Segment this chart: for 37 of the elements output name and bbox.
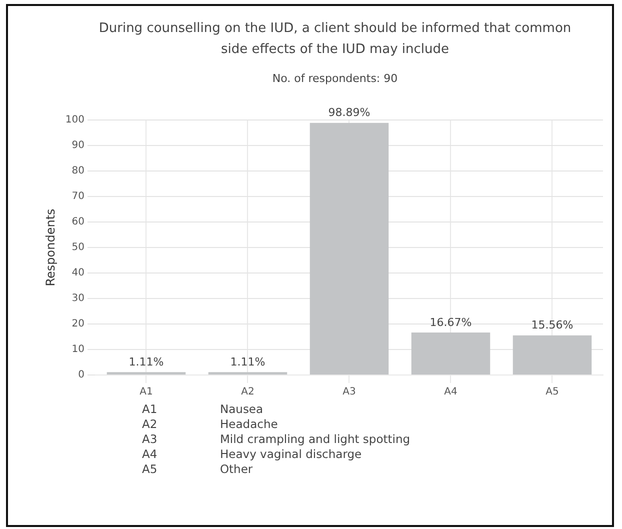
data-label: 1.11% xyxy=(230,356,266,369)
text: A3 xyxy=(142,432,158,447)
text: A1 xyxy=(142,402,158,417)
y-tick-label: 70 xyxy=(72,191,84,202)
y-tick-label: 90 xyxy=(72,140,84,152)
bar xyxy=(512,335,592,374)
text: Mild crampling and light spotting xyxy=(220,432,410,447)
data-label: 15.56% xyxy=(531,318,574,332)
data-label: 16.67% xyxy=(430,316,472,329)
y-tick-label: 100 xyxy=(65,114,84,126)
y-axis-title: Respondents xyxy=(43,208,58,286)
y-tick-label: 80 xyxy=(72,166,84,177)
text: Heavy vaginal discharge xyxy=(220,447,363,462)
y-tick-label: 20 xyxy=(72,318,84,330)
text: A2 xyxy=(142,417,158,432)
text: Headache xyxy=(220,417,279,432)
bar xyxy=(411,332,490,374)
text: A4 xyxy=(142,447,158,462)
text: A5 xyxy=(142,462,158,477)
chart-subtitle: No. of respondents: 90 xyxy=(271,72,399,85)
text: Other xyxy=(220,462,254,477)
x-tick-label: A3 xyxy=(342,386,356,398)
x-tick-label: A2 xyxy=(241,386,254,398)
y-tick-label: 10 xyxy=(72,344,84,356)
data-label: 1.11% xyxy=(128,356,164,369)
y-tick-label: 0 xyxy=(78,370,84,381)
x-tick-label: A1 xyxy=(140,386,153,398)
chart-title: During counselling on the IUD, a client should be informed that common side effects of the IUD may include xyxy=(98,20,572,59)
data-label: 98.89% xyxy=(328,106,370,120)
text: Nausea xyxy=(220,402,264,417)
x-tick-label: A4 xyxy=(444,386,458,398)
y-tick-label: 40 xyxy=(72,268,84,279)
y-tick-label: 50 xyxy=(72,242,84,254)
x-tick-label: A5 xyxy=(546,386,559,398)
y-tick-label: 30 xyxy=(72,293,84,304)
bar xyxy=(310,122,389,374)
y-tick-label: 60 xyxy=(72,216,84,228)
